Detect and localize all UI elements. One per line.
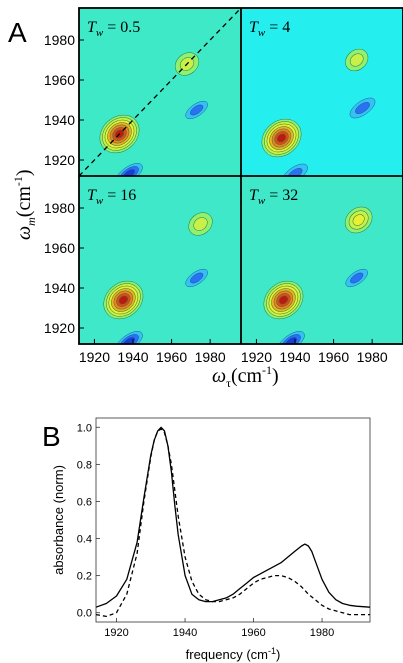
panel-b-ticks: 0.0 0.2 0.4 0.6 0.8 1.0 1920 1940 1960 1980 <box>77 422 335 639</box>
b-x-tick-label: 1920 <box>104 627 128 639</box>
b-y-tick-label: 0.2 <box>77 571 92 583</box>
y-tick-label: 1920 <box>44 320 75 336</box>
waiting-time-label: Tw = 16 <box>87 187 136 207</box>
positive-peak <box>261 118 302 158</box>
b-y-tick-label: 1.0 <box>77 422 92 434</box>
y-label-exp: -1 <box>11 176 25 186</box>
dashed-absorbance-line <box>95 428 370 618</box>
panel-b-series <box>95 426 371 618</box>
positive-peak <box>345 48 369 72</box>
positive-peak <box>344 206 373 234</box>
x-tick-label: 1960 <box>156 349 187 365</box>
negative-peak <box>185 100 208 120</box>
b-x-tick-label: 1960 <box>241 627 265 639</box>
y-label-unit: (cm <box>13 186 35 218</box>
waiting-time-label: Tw = 0.5 <box>87 19 140 39</box>
y-label-close: ) <box>13 169 35 176</box>
panel-b-absorbance-plot: B 0.0 0.2 0.4 0.6 0.8 1.0 1920 1940 1960 1980 abs… <box>42 417 371 662</box>
b-y-tick-label: 0.8 <box>77 459 92 471</box>
b-y-tick-label: 0.0 <box>77 608 92 620</box>
waiting-time-label: Tw = 4 <box>249 19 290 39</box>
subplot-tw-3 <box>241 176 403 344</box>
x-tick-label: 1980 <box>195 349 226 365</box>
x-label-close: ) <box>272 365 279 387</box>
b-x-label-exp: -1 <box>268 646 276 656</box>
y-tick-label: 1940 <box>44 112 75 128</box>
b-y-tick-label: 0.6 <box>77 496 92 508</box>
panel-b-x-axis-label: frequency (cm-1) <box>186 646 281 662</box>
positive-peak <box>103 280 144 320</box>
x-tick-label: 1980 <box>357 349 388 365</box>
panel-b-plot-frame <box>95 417 371 623</box>
x-tick-label: 1920 <box>79 349 110 365</box>
y-tick-label: 1920 <box>44 152 75 168</box>
panel-b-y-axis-label: absorbance (norm) <box>51 465 66 575</box>
panel-a-x-tick-labels: 1920 1940 1960 1980 1920 1940 1960 1980 <box>79 339 388 365</box>
panel-a-frame <box>78 7 403 345</box>
waiting-time-label: Tw = 32 <box>249 187 298 207</box>
x-tick-label: 1940 <box>279 349 310 365</box>
panel-a-y-tick-labels: 1920 1940 1960 1980 1920 1940 1960 1980 <box>44 32 84 336</box>
subplot-tw-0 <box>79 8 241 176</box>
negative-peak <box>115 163 143 176</box>
positive-peak <box>188 212 213 236</box>
x-tick-label: 1940 <box>117 349 148 365</box>
y-tick-label: 1960 <box>44 240 75 256</box>
b-x-tick-label: 1940 <box>173 627 197 639</box>
subplot-tw-2 <box>79 176 241 344</box>
x-tick-label: 1920 <box>241 349 272 365</box>
subplot-background <box>241 176 403 344</box>
negative-peak <box>277 331 305 344</box>
y-tick-label: 1960 <box>44 72 75 88</box>
panel-b-letter: B <box>42 421 61 452</box>
panel-a-x-axis-label: ωτ(cm-1) <box>212 363 279 390</box>
negative-peak <box>282 163 308 176</box>
x-label-exp: -1 <box>262 363 272 377</box>
solid-absorbance-line <box>95 426 371 608</box>
x-tick-label: 1960 <box>318 349 349 365</box>
b-y-tick-label: 0.4 <box>77 534 92 546</box>
y-label-omega: ω <box>13 226 35 240</box>
x-label-unit: (cm <box>231 365 263 387</box>
panel-a-contour-grid: A Tw = 0.5 Tw = 4Tw = 16 Tw = 32 192019401… <box>8 7 403 390</box>
subplot-tw-1 <box>241 8 403 176</box>
positive-peak <box>263 280 304 320</box>
y-tick-label: 1980 <box>44 200 75 216</box>
y-tick-label: 1980 <box>44 32 75 48</box>
negative-peak <box>115 331 143 344</box>
subplot-background <box>79 176 241 344</box>
x-label-omega: ω <box>212 365 226 387</box>
panel-a-y-axis-label: ωm(cm-1) <box>11 169 38 240</box>
panel-a-letter: A <box>8 17 27 48</box>
y-label-sub: m <box>24 217 38 226</box>
b-x-label-text: frequency (cm <box>186 647 268 662</box>
b-x-tick-label: 1980 <box>310 627 334 639</box>
b-x-label-close: ) <box>276 647 280 662</box>
x-label-sub: τ <box>226 376 231 390</box>
negative-peak <box>185 268 208 288</box>
negative-peak <box>345 268 368 288</box>
diagonal-line <box>79 8 241 176</box>
negative-peak <box>349 97 376 119</box>
y-tick-label: 1940 <box>44 280 75 296</box>
